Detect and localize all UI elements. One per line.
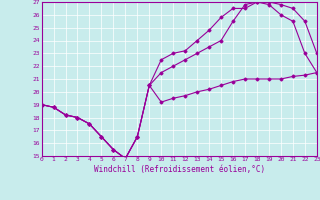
X-axis label: Windchill (Refroidissement éolien,°C): Windchill (Refroidissement éolien,°C) bbox=[94, 165, 265, 174]
